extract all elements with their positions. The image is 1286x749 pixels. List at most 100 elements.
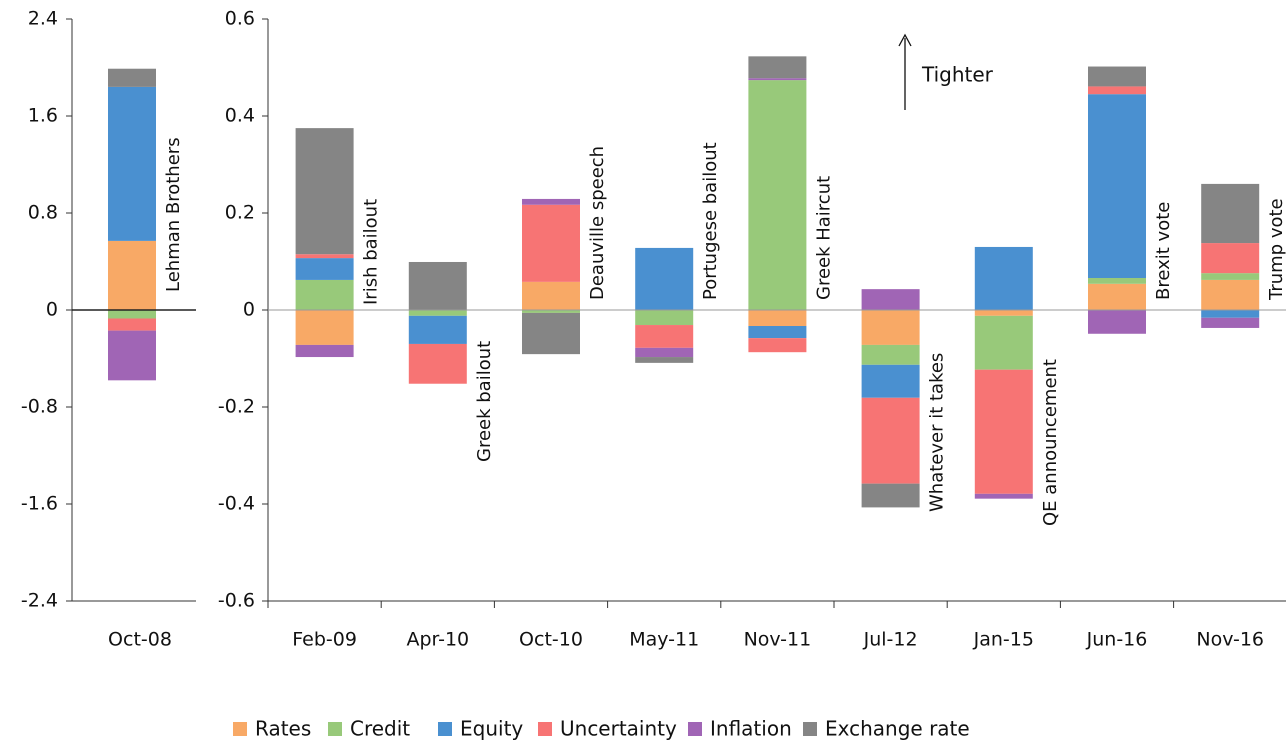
bar-segment: [861, 310, 920, 345]
bar-segment: [295, 128, 354, 255]
legend-label: Inflation: [710, 717, 792, 741]
annotation: Whatever it takes: [927, 353, 948, 512]
bar-segment: [108, 318, 156, 331]
bar-segment: [1201, 243, 1260, 274]
bar-segment: [1201, 273, 1260, 280]
annotation: Deauville speech: [587, 146, 608, 300]
y-tick-label: 1.6: [28, 105, 58, 127]
y-tick-label: -2.4: [21, 590, 58, 612]
bar-segment: [635, 310, 694, 326]
bar-segment: [974, 246, 1033, 310]
bar-segment: [635, 325, 694, 348]
x-tick-label: Apr-10: [406, 629, 469, 651]
legend-swatch: [538, 722, 552, 736]
legend-swatch: [438, 722, 452, 736]
bar-segment: [295, 344, 354, 358]
annotation: Portugese bailout: [700, 142, 721, 300]
legend-swatch: [803, 722, 817, 736]
x-tick-label: May-11: [629, 629, 699, 651]
bar-segment: [1201, 310, 1260, 318]
y-tick-label: -0.4: [218, 493, 255, 515]
legend-label: Uncertainty: [560, 717, 677, 741]
y-tick-label: 0.2: [225, 202, 255, 224]
bar-segment: [861, 397, 920, 484]
bar-segment: [861, 364, 920, 398]
bar-segment: [108, 240, 156, 310]
legend-label: Credit: [350, 717, 410, 741]
bar-segment: [295, 254, 354, 259]
bar-segment: [748, 56, 807, 79]
bar-segment: [861, 344, 920, 365]
bar-segment: [295, 258, 354, 280]
legend-swatch: [688, 722, 702, 736]
arrow-head: [898, 33, 912, 47]
legend-label: Equity: [460, 717, 523, 741]
bar-segment: [522, 198, 580, 205]
bar-segment: [295, 279, 354, 310]
y-tick-label: -0.6: [218, 590, 255, 612]
x-tick-label: Oct-10: [519, 629, 583, 651]
bar-segment: [1088, 277, 1146, 284]
y-tick-label: -1.6: [21, 493, 58, 515]
bar-segment: [635, 247, 694, 310]
x-tick-label: Feb-09: [292, 629, 357, 651]
annotation: Irish bailout: [361, 199, 382, 305]
bar-segment: [748, 326, 807, 339]
bar-segment: [108, 310, 156, 319]
bar-segment: [295, 310, 354, 345]
bar-segment: [522, 281, 580, 310]
x-tick-label: Oct-08: [108, 629, 172, 651]
note: Tighter: [921, 63, 994, 87]
bar-segment: [408, 310, 467, 316]
bar-segment: [108, 68, 156, 87]
y-tick-label: -0.8: [21, 396, 58, 418]
bar-segment: [408, 315, 467, 344]
annotation: QE announcement: [1040, 359, 1061, 526]
bar-segment: [1088, 94, 1146, 278]
legend-swatch: [328, 722, 342, 736]
bar-segment: [1201, 279, 1260, 310]
bar-segment: [748, 338, 807, 353]
bar-segment: [108, 330, 156, 381]
bar-segment: [974, 369, 1033, 494]
annotation: Trump vote: [1266, 198, 1286, 301]
y-tick-label: 0: [243, 299, 255, 321]
bar-segment: [408, 343, 467, 384]
bar-segment: [748, 310, 807, 327]
bar-segment: [1088, 310, 1146, 334]
bar-segment: [408, 261, 467, 310]
bar-segment: [1088, 283, 1146, 310]
x-tick-label: Nov-16: [1196, 629, 1264, 651]
x-tick-label: Nov-11: [744, 629, 812, 651]
annotation: Greek Haircut: [813, 176, 834, 300]
annotation: Lehman Brothers: [163, 137, 184, 292]
legend-label: Rates: [255, 717, 311, 741]
annotation: Greek bailout: [474, 341, 495, 462]
y-tick-label: 0.8: [28, 202, 58, 224]
bar-segment: [635, 357, 694, 363]
bar-segment: [1088, 86, 1146, 95]
bar-segment: [974, 310, 1033, 316]
bar-segment: [522, 204, 580, 282]
annotation: Brexit vote: [1153, 202, 1174, 300]
bar-segment: [861, 289, 920, 310]
y-tick-label: -0.2: [218, 396, 255, 418]
x-tick-label: Jan-15: [973, 629, 1034, 651]
bar-segment: [635, 347, 694, 358]
x-tick-label: Jun-16: [1086, 629, 1148, 651]
bar-segment: [974, 493, 1033, 499]
y-tick-label: 0.6: [225, 8, 255, 30]
bar-segment: [522, 312, 580, 355]
bar-segment: [108, 86, 156, 241]
bar-segment: [748, 78, 807, 81]
bar-segment: [748, 80, 807, 310]
y-tick-label: 0: [46, 299, 58, 321]
bar-segment: [861, 483, 920, 508]
bar-segment: [1088, 66, 1146, 87]
legend-label: Exchange rate: [825, 717, 970, 741]
x-tick-label: Jul-12: [863, 629, 918, 651]
y-tick-label: 2.4: [28, 8, 58, 30]
legend-swatch: [233, 722, 247, 736]
bar-segment: [974, 315, 1033, 370]
